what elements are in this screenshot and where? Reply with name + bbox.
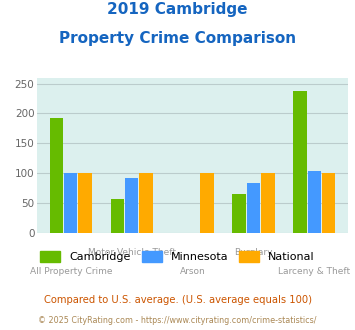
Legend: Cambridge, Minnesota, National: Cambridge, Minnesota, National — [36, 247, 319, 267]
Bar — [50, 118, 63, 233]
Bar — [247, 183, 260, 233]
Bar — [200, 173, 214, 233]
Bar — [125, 178, 138, 233]
Bar — [64, 173, 77, 233]
Text: © 2025 CityRating.com - https://www.cityrating.com/crime-statistics/: © 2025 CityRating.com - https://www.city… — [38, 316, 317, 325]
Text: Motor Vehicle Theft: Motor Vehicle Theft — [88, 248, 176, 257]
Bar — [308, 171, 321, 233]
Bar — [139, 173, 153, 233]
Text: 2019 Cambridge: 2019 Cambridge — [107, 2, 248, 16]
Text: Larceny & Theft: Larceny & Theft — [278, 267, 350, 276]
Bar — [111, 199, 124, 233]
Text: Burglary: Burglary — [234, 248, 273, 257]
Bar — [293, 91, 307, 233]
Text: Property Crime Comparison: Property Crime Comparison — [59, 31, 296, 46]
Text: Compared to U.S. average. (U.S. average equals 100): Compared to U.S. average. (U.S. average … — [44, 295, 311, 305]
Text: All Property Crime: All Property Crime — [29, 267, 112, 276]
Text: Arson: Arson — [180, 267, 206, 276]
Bar — [78, 173, 92, 233]
Bar — [233, 194, 246, 233]
Bar — [261, 173, 274, 233]
Bar — [322, 173, 335, 233]
